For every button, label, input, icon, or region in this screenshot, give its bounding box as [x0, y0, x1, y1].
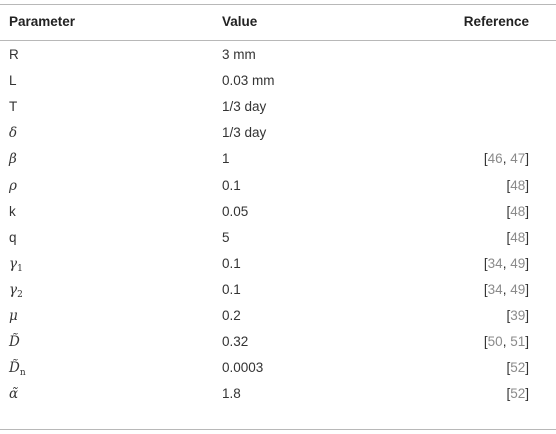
parameter-value: 0.2	[222, 308, 241, 323]
parameter-symbol: L	[9, 68, 17, 94]
parameter-value: 0.0003	[222, 360, 264, 376]
parameter-symbol-text: D̃	[9, 360, 20, 377]
parameter-subscript: 1	[17, 263, 23, 274]
parameter-symbol: μ	[9, 303, 18, 329]
parameter-symbol-text: R	[9, 47, 19, 62]
parameter-reference: [52]	[506, 386, 529, 402]
parameter-subscript: 2	[17, 289, 23, 300]
table-top-rule	[0, 4, 556, 5]
citation-link[interactable]: 49	[510, 281, 526, 297]
parameter-symbol-text: q	[9, 229, 17, 245]
citation-link[interactable]: 39	[510, 308, 526, 323]
parameter-symbol: R	[9, 42, 19, 68]
table-header-rule	[0, 40, 556, 41]
parameter-value: 0.1	[222, 255, 241, 271]
table-row: D̃n 0.0003 [52]	[0, 355, 556, 381]
table-row: α̃ 1.8 [52]	[0, 381, 556, 407]
parameter-symbol-text: T	[9, 99, 18, 115]
parameter-value: 0.03 mm	[222, 73, 275, 89]
parameter-reference: [48]	[506, 229, 529, 245]
header-reference: Reference	[463, 14, 529, 29]
table-row: μ 0.2 [39]	[0, 303, 556, 329]
table-row: δ 1/3 day	[0, 120, 556, 146]
parameter-reference: [50, 51]	[483, 334, 529, 350]
citation-link[interactable]: 34	[487, 281, 503, 297]
parameter-symbol-text: ρ	[9, 177, 17, 194]
parameter-value: 1	[222, 151, 230, 167]
parameter-reference: [48]	[506, 203, 529, 219]
parameter-symbol-text: γ	[9, 281, 18, 298]
table-row: D̃ 0.32 [50, 51]	[0, 329, 556, 355]
parameter-symbol-text: δ	[9, 125, 18, 142]
parameter-symbol: γ1	[9, 251, 23, 277]
parameter-symbol: T	[9, 94, 17, 120]
citation-link[interactable]: 49	[510, 255, 526, 271]
citation-link[interactable]: 34	[487, 255, 503, 271]
citation-link[interactable]: 51	[510, 334, 526, 350]
citation-link[interactable]: 52	[510, 360, 526, 376]
parameter-symbol: ρ	[9, 173, 17, 199]
citation-link[interactable]: 48	[510, 177, 526, 193]
header-value: Value	[222, 14, 258, 29]
parameter-value: 1/3 day	[222, 99, 267, 115]
parameter-reference: [48]	[506, 177, 529, 193]
citation-link[interactable]: 47	[510, 151, 526, 167]
parameter-value: 1.8	[222, 386, 241, 402]
parameter-symbol: α̃	[9, 381, 18, 407]
parameter-value: 0.1	[222, 281, 241, 297]
table-bottom-rule	[0, 429, 556, 430]
parameter-symbol-text: β	[9, 151, 17, 168]
parameter-symbol: δ	[9, 120, 17, 146]
parameter-symbol: β	[9, 146, 17, 172]
parameter-value: 0.05	[222, 203, 249, 219]
parameter-value: 0.32	[222, 334, 249, 350]
citation-link[interactable]: 52	[510, 386, 526, 402]
parameter-subscript: n	[19, 368, 26, 379]
header-parameter: Parameter	[9, 14, 76, 29]
citation-link[interactable]: 48	[510, 203, 526, 219]
parameter-reference: [39]	[506, 308, 529, 323]
table-row: k 0.05 [48]	[0, 199, 556, 225]
parameter-symbol-text: D̃	[9, 334, 20, 351]
citation-link[interactable]: 50	[487, 334, 503, 350]
parameter-symbol: k	[9, 199, 16, 225]
parameter-reference: [34, 49]	[483, 255, 529, 271]
parameter-value: 5	[222, 229, 230, 245]
parameter-symbol-text: L	[9, 73, 17, 89]
parameter-value: 1/3 day	[222, 125, 267, 141]
parameter-reference: [46, 47]	[483, 151, 529, 167]
parameter-value: 0.1	[222, 177, 241, 193]
table-row: ρ 0.1 [48]	[0, 173, 556, 199]
parameter-symbol-text: μ	[9, 308, 18, 324]
table-header-row: Parameter Value Reference	[0, 9, 556, 35]
parameter-symbol-text: γ	[9, 255, 18, 272]
parameter-symbol: D̃	[9, 329, 20, 355]
table-row: β 1 [46, 47]	[0, 146, 556, 172]
parameter-symbol: q	[9, 225, 17, 251]
parameter-value: 3 mm	[222, 47, 256, 62]
table-row: L 0.03 mm	[0, 68, 556, 94]
table-row: q 5 [48]	[0, 225, 556, 251]
parameter-symbol-text: k	[9, 203, 16, 219]
table-row: γ1 0.1 [34, 49]	[0, 251, 556, 277]
table-row: T 1/3 day	[0, 94, 556, 120]
citation-link[interactable]: 48	[510, 229, 526, 245]
table-row: R 3 mm	[0, 42, 556, 68]
parameter-symbol: γ2	[9, 277, 23, 303]
table-row: γ2 0.1 [34, 49]	[0, 277, 556, 303]
parameter-reference: [52]	[506, 360, 529, 376]
parameter-symbol-text: α̃	[9, 386, 19, 403]
citation-link[interactable]: 46	[487, 151, 503, 167]
parameter-reference: [34, 49]	[483, 281, 529, 297]
parameter-symbol: D̃n	[9, 355, 26, 381]
